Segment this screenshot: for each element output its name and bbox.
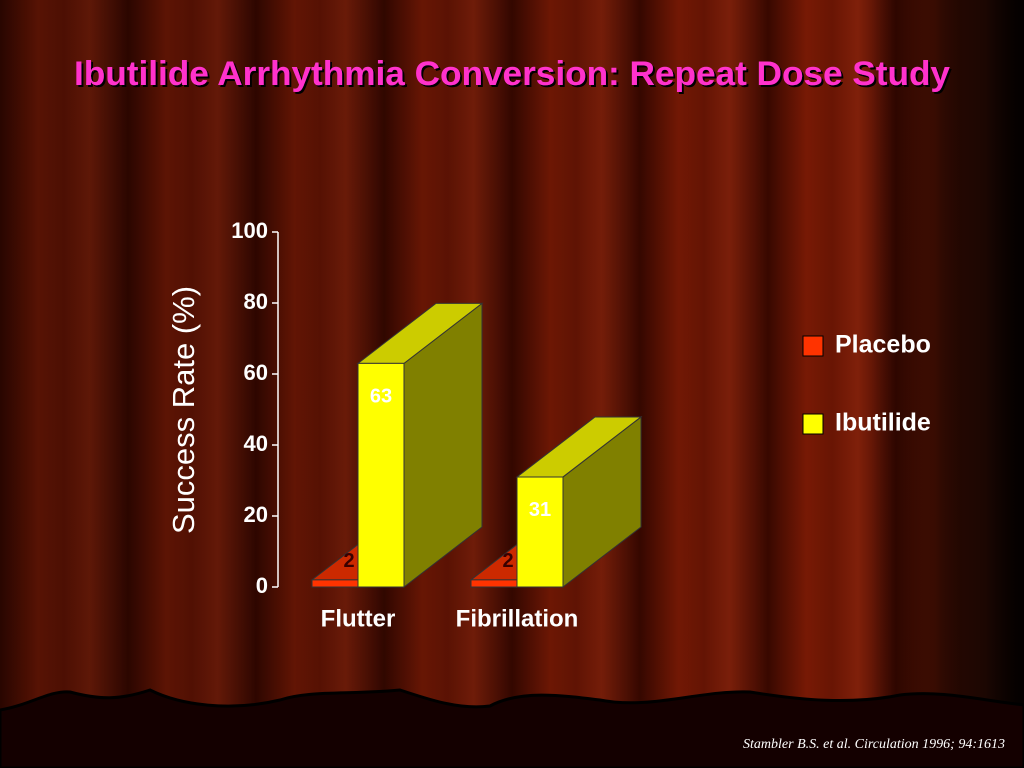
y-tick-label: 20 [244,502,268,527]
chart-title: Ibutilide Arrhythmia Conversion: Repeat … [74,55,950,93]
y-tick-label: 40 [244,431,268,456]
source-note: Stambler B.S. et al. Circulation 1996; 9… [743,737,1005,752]
legend-swatch [802,335,824,357]
bar [515,415,643,589]
legend-label: Placebo [835,331,931,359]
x-tick-label: Fibrillation [456,605,579,632]
value-label: 31 [529,499,551,521]
legend-swatch [802,413,824,435]
curtain-hem [0,688,1024,768]
y-tick-label: 100 [231,218,268,243]
x-tick-label: Flutter [321,605,396,632]
bar [356,302,484,589]
bar-front [311,579,359,588]
bar-front [357,362,405,588]
bar-front [516,476,564,588]
y-axis-label: Success Rate (%) [166,286,201,534]
bar-front [470,579,518,588]
y-tick-label: 0 [256,573,268,598]
value-label: 2 [502,550,513,572]
value-label: 63 [370,386,392,408]
legend-label: Ibutilide [835,409,931,437]
value-label: 2 [343,550,354,572]
y-tick-label: 80 [244,289,268,314]
y-tick-label: 60 [244,360,268,385]
